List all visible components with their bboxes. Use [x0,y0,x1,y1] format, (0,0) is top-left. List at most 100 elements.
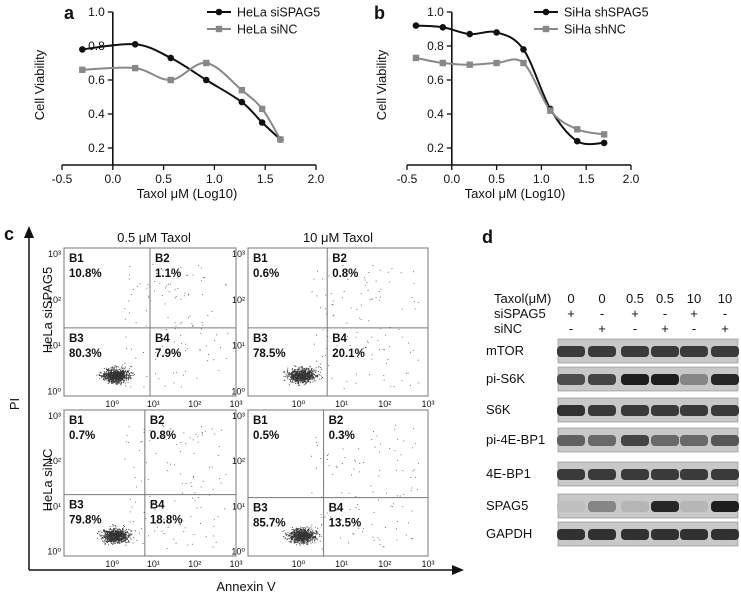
flow-ytick-label: 10¹ [232,501,245,511]
flow-dot [309,538,311,539]
flow-dot [297,376,298,378]
flow-dot [320,363,322,365]
flow-dot [116,376,118,378]
flow-dot [125,385,127,387]
flow-dot [298,372,300,374]
flow-dot [417,359,419,361]
flow-dot [107,535,109,537]
flow-dot [117,533,119,535]
flow-quadrant-percent: 0.8% [332,268,358,280]
flow-dot [115,383,117,385]
flow-dot [117,374,119,376]
flow-dot [380,269,382,271]
flow-dot [115,378,117,380]
chart-b-ytick-label: 0.8 [427,39,444,53]
flow-dot [372,298,373,300]
flow-dot [115,381,116,382]
flow-dot [166,285,168,287]
flow-dot [313,532,315,534]
western-band [588,469,616,480]
flow-dot [309,374,311,376]
flow-dot [291,375,293,377]
flow-dot [122,539,124,541]
flow-dot [109,534,111,536]
flow-dot [100,536,102,538]
flow-dot [104,539,106,540]
flow-dot [121,372,123,373]
flow-dot [117,378,119,380]
flow-dot [343,291,345,292]
chart-a-xtick-label: 0.5 [155,172,172,186]
flow-dot [111,529,113,530]
western-band [621,529,649,540]
flow-dot [164,385,166,387]
flow-dot [120,379,122,381]
flow-dot [121,374,123,376]
flow-dot [312,372,314,374]
flow-dot [190,482,192,484]
flow-dot [370,485,372,487]
flow-dot [302,369,304,371]
flow-dot [109,532,111,534]
flow-xtick-label: 10¹ [147,399,160,409]
flow-dot [286,376,288,378]
flow-dot [116,531,117,533]
flow-dot [207,315,209,316]
flow-dot [115,539,117,541]
flow-dot [188,293,189,295]
flow-dot [307,541,308,543]
flow-dot [291,529,293,530]
flow-dot [114,380,116,382]
flow-dot [332,473,334,475]
flow-dot [112,377,114,378]
flow-dot [107,538,109,540]
flow-dot [288,532,290,534]
flow-dot [301,370,302,372]
flow-dot [294,531,296,533]
flow-dot [302,534,304,536]
flow-dot [304,376,305,378]
flow-quadrant-name: B1 [69,415,84,427]
flow-plot-frame [63,409,237,557]
flow-dot [304,537,306,539]
flow-dot [114,377,115,378]
flow-dot [116,373,117,374]
flow-dot [308,374,310,375]
flow-dot [379,296,381,298]
flow-dot [110,378,112,380]
flow-dot [307,529,309,531]
flow-dot [189,437,191,439]
flow-dot [315,531,317,533]
flow-dot [200,332,202,334]
flow-dot [306,379,308,381]
flow-dot [115,534,117,535]
flow-dot [213,519,215,521]
flow-dot [301,377,303,379]
flow-dot [100,372,102,373]
flow-dot [131,372,133,374]
flow-dot [375,280,377,282]
flow-dot [146,462,147,464]
flow-dot [149,496,151,497]
flow-dot [300,534,302,535]
flow-dot [113,540,115,542]
flow-dot [308,538,310,540]
flow-dot [307,376,309,378]
flow-dot [114,376,116,377]
flow-dot [309,366,311,368]
flow-dot [118,533,120,535]
flow-dot [123,525,125,527]
flow-xtick-label: 10⁰ [105,559,119,569]
flow-dot [221,429,223,431]
flow-ytick-label: 10⁰ [231,547,245,557]
chart-a-xlabel: Taxol μM (Log10) [137,186,238,201]
chart-b-marks [412,22,608,147]
flow-dot [306,526,308,528]
flow-dot [325,313,327,315]
flow-col-title-1: 0.5 μM Taxol [117,230,191,245]
flow-dot [304,375,306,377]
flow-dot [301,532,303,534]
flow-dot [312,373,314,375]
flow-dot [298,532,300,533]
flow-dot [117,374,119,376]
